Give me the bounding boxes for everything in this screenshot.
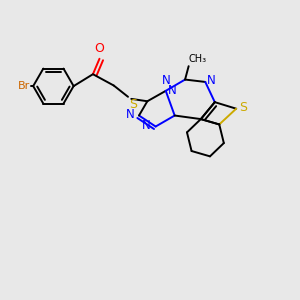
Text: O: O bbox=[94, 42, 104, 55]
Text: S: S bbox=[239, 101, 247, 114]
Text: Br: Br bbox=[18, 81, 30, 91]
Text: CH₃: CH₃ bbox=[189, 54, 207, 64]
Text: N: N bbox=[142, 119, 151, 132]
Text: N: N bbox=[207, 74, 216, 87]
Text: N: N bbox=[161, 74, 170, 87]
Text: N: N bbox=[126, 108, 135, 121]
Text: N: N bbox=[167, 84, 176, 97]
Text: S: S bbox=[129, 98, 137, 111]
